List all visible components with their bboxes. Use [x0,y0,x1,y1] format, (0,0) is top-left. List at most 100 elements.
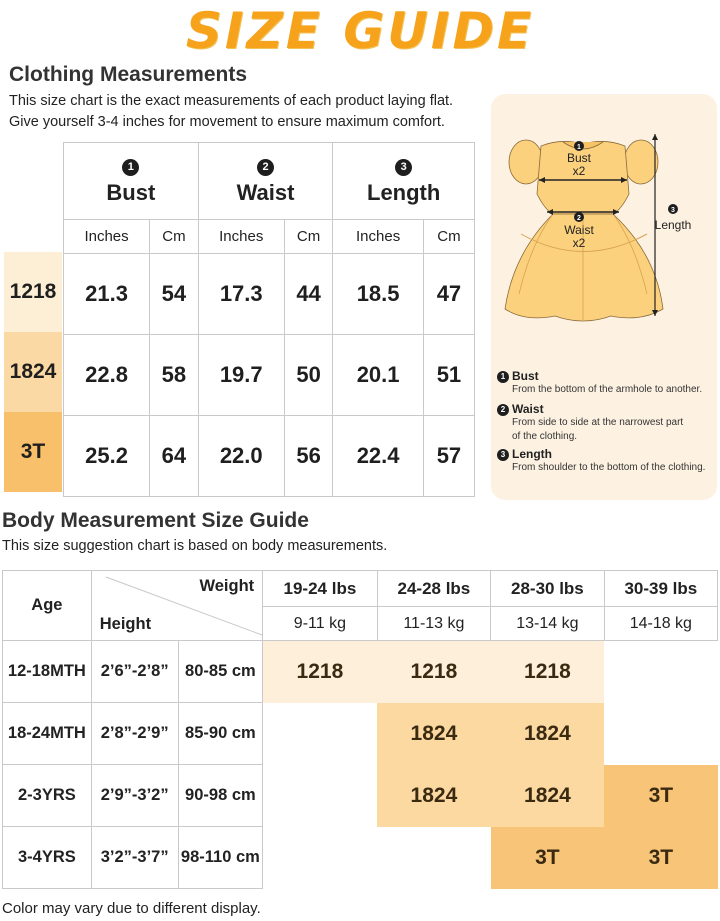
kg-col: 14-18 kg [603,606,719,641]
length-cm: 57 [422,415,476,497]
kg-col: 9-11 kg [262,606,378,641]
dress-icon [504,139,664,322]
size-cell [263,827,377,889]
page-title: SIZE GUIDE [185,2,535,60]
diagonal-divider [105,576,262,636]
legend-item-waist: 2 Waist From side to side at the narrowes… [497,402,715,444]
legend-title: Length [512,447,552,461]
height-header: Height [99,615,152,633]
unit-cm: Cm [283,219,334,254]
height-ft-cell: 2’6”-2’8” [90,640,179,703]
age-cell: 12-18MTH [2,640,92,703]
size-cell [604,703,717,765]
legend-title: Bust [512,369,539,383]
weight-header: Weight [199,577,255,595]
table-row: 21.3 54 17.3 44 18.5 47 [62,253,476,335]
unit-inches: Inches [332,219,424,254]
length-cm: 47 [422,253,476,335]
table-row: 12-18MTH 2’6”-2’8” 80-85 cm 1218 1218 12… [2,640,718,703]
legend-desc: From side to side at the narrowest part [512,417,684,428]
clothing-measurement-table: 1 Bust 2 Waist 3 Length Inches Cm Inches… [62,142,476,497]
illustration-panel: 1 2 3 Bust x2 Waist x2 Length 1 Bust From… [491,94,717,500]
bust-cm: 54 [149,253,199,335]
number-3-icon: 3 [395,158,413,176]
number-2-icon: 2 [577,215,581,222]
size-label-column: 1218 1824 3T [4,252,62,492]
unit-inches: Inches [197,219,285,254]
size-cell: 1218 [490,640,605,703]
waist-inches: 19.7 [197,334,285,416]
bust-diagram-label: Bust [567,151,592,165]
number-3-icon: 3 [497,449,509,461]
weight-col: 19-24 lbs [262,570,378,607]
bust-cm: 64 [149,415,199,497]
height-cm-cell: 90-98 cm [177,764,264,827]
body-desc: This size suggestion chart is based on b… [2,538,388,554]
size-cell: 3T [490,826,605,889]
legend-desc: From shoulder to the bottom of the cloth… [512,462,706,473]
length-inches: 18.5 [332,253,424,335]
size-cell [263,765,377,827]
height-cm-cell: 85-90 cm [177,702,264,765]
body-measurement-table: Age Weight Height 19-24 lbs 24-28 lbs 28… [2,570,719,889]
weight-col: 30-39 lbs [603,570,719,607]
waist-inches: 17.3 [197,253,285,335]
table-row: 2-3YRS 2’9”-3’2” 90-98 cm 1824 1824 3T [2,764,718,827]
clothing-desc-2: Give yourself 3-4 inches for movement to… [9,114,445,130]
age-cell: 2-3YRS [2,764,92,827]
number-1-icon: 1 [122,158,140,176]
unit-inches: Inches [62,219,151,254]
number-1-icon: 1 [497,371,509,383]
waist-cm: 50 [283,334,334,416]
waist-cm: 44 [283,253,334,335]
bust-inches: 22.8 [62,334,151,416]
waist-cm: 56 [283,415,334,497]
measurement-legend: 1 Bust From the bottom of the armhole to … [497,369,715,475]
number-2-icon: 2 [257,158,274,176]
length-header: 3 Length [332,142,475,220]
clothing-heading: Clothing Measurements [9,63,248,86]
weight-height-header: Weight Height [90,570,264,641]
waist-header: 2 Waist [197,142,334,220]
size-cell: 1824 [377,702,491,765]
age-cell: 18-24MTH [2,702,92,765]
table-row: 18-24MTH 2’8”-2’9” 85-90 cm 1824 1824 [2,702,718,765]
unit-cm: Cm [149,219,199,254]
size-label: 1824 [4,332,62,412]
bust-header: 1 Bust [63,142,199,220]
dress-illustration: 1 2 3 Bust x2 Waist x2 Length [504,134,692,322]
weight-col: 28-30 lbs [490,570,605,607]
kg-col: 13-14 kg [490,606,605,641]
number-2-icon: 2 [497,404,509,416]
size-cell [604,641,717,703]
height-ft-cell: 2’9”-3’2” [90,764,179,827]
age-cell: 3-4YRS [2,826,92,889]
legend-desc: From the bottom of the armhole to anothe… [512,384,703,395]
size-cell: 3T [604,826,718,889]
height-cm-cell: 80-85 cm [177,640,264,703]
kg-col: 11-13 kg [376,606,492,641]
legend-item-length: 3 Length From shoulder to the bottom of t… [497,447,715,475]
size-cell: 1824 [490,764,605,827]
size-label: 1218 [4,252,62,332]
size-cell: 1218 [262,640,378,703]
waist-diagram-mult: x2 [573,236,586,250]
waist-inches: 22.0 [197,415,285,497]
body-heading: Body Measurement Size Guide [2,509,309,532]
weight-col: 24-28 lbs [376,570,492,607]
length-diagram-label: Length [655,218,692,232]
legend-title: Waist [512,402,544,416]
legend-desc: of the clothing. [512,431,578,442]
size-cell: 3T [604,764,718,827]
length-inches: 20.1 [332,334,424,416]
table-row: 25.2 64 22.0 56 22.4 57 [62,415,476,497]
length-header-label: Length [367,179,441,205]
age-header: Age [2,570,92,641]
table-row: 22.8 58 19.7 50 20.1 51 [62,334,476,416]
height-cm-cell: 98-110 cm [177,826,264,889]
number-1-icon: 1 [577,144,581,151]
size-label: 3T [4,412,62,492]
table-row: 3-4YRS 3’2”-3’7” 98-110 cm 3T 3T [2,826,718,889]
size-cell: 1824 [377,764,491,827]
size-cell [263,703,377,765]
